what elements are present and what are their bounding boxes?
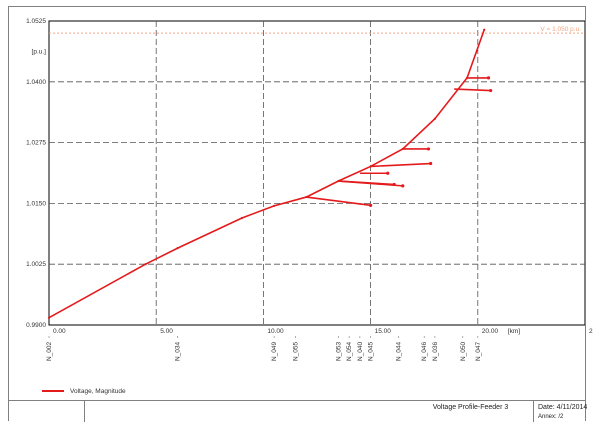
- y-tick-label: 1.0025: [26, 261, 46, 268]
- series-main-line: [48, 29, 485, 319]
- series-point: [47, 316, 51, 319]
- legend: Voltage, Magnitude: [42, 384, 126, 398]
- x-tick-label: 10.00: [267, 328, 284, 335]
- series-branch-line: [338, 180, 403, 187]
- node-label: N_045: [368, 341, 375, 361]
- series-branch-line: [306, 196, 371, 207]
- title-block: Voltage Profile-Feeder 3 Date: 4/11/2014…: [8, 400, 588, 422]
- footer-title: Voltage Profile-Feeder 3: [408, 401, 534, 422]
- branch-end-point: [489, 88, 493, 93]
- series-point: [483, 28, 486, 31]
- legend-label: Voltage, Magnitude: [70, 387, 126, 395]
- y-tick-label: 1.0150: [26, 200, 46, 207]
- branch-end-point: [486, 76, 491, 80]
- node-label: N_034: [175, 341, 182, 361]
- y-tick-label: 1.0400: [26, 79, 46, 86]
- branch-end-point: [429, 161, 433, 166]
- y-tick-label: 1.0525: [26, 18, 46, 25]
- y-axis-label: [p.u.]: [32, 49, 47, 56]
- series-point: [144, 263, 147, 266]
- reference-line-label: V = 1.050 p.u.: [540, 26, 581, 33]
- x-tick-label: 0.00: [53, 328, 66, 335]
- series-branch-line: [370, 162, 431, 168]
- x-axis-label: [km]: [508, 328, 520, 335]
- plot-area: [48, 20, 586, 326]
- x-tick-label: 20.00: [482, 328, 499, 335]
- footer-date: Date: 4/11/2014: [538, 404, 588, 411]
- series-point: [240, 216, 244, 220]
- node-label: N_002: [46, 341, 53, 361]
- node-label: N_055: [293, 341, 300, 361]
- series-point: [433, 117, 437, 120]
- node-label: N_046: [421, 341, 428, 361]
- branch-end-point: [401, 184, 405, 188]
- node-label: N_054: [346, 341, 353, 361]
- series-point: [273, 204, 276, 207]
- branch-end-point: [386, 171, 390, 175]
- branch-end-point: [369, 203, 373, 207]
- node-label: N_049: [271, 341, 278, 361]
- branch-end-point: [426, 147, 431, 151]
- x-tick-label: 15.00: [375, 328, 392, 335]
- y-tick-label: 1.0275: [26, 140, 46, 147]
- legend-swatch: [42, 390, 64, 392]
- node-label: N_044: [395, 341, 402, 361]
- x-tick-label: 5.00: [160, 328, 173, 335]
- title-block-empty-cell: [8, 401, 85, 422]
- node-label: N_040: [357, 341, 364, 361]
- node-label: N_050: [460, 341, 467, 361]
- node-label: N_036: [432, 341, 439, 361]
- series-branch-line: [454, 88, 491, 92]
- y-tick-label: 0.9900: [26, 322, 46, 329]
- footer-annex: Annex: /2: [538, 414, 564, 420]
- node-label: N_053: [335, 341, 342, 361]
- series-point: [176, 247, 179, 250]
- x-tick-label: 25.00: [589, 328, 593, 335]
- node-label: N_047: [475, 341, 482, 361]
